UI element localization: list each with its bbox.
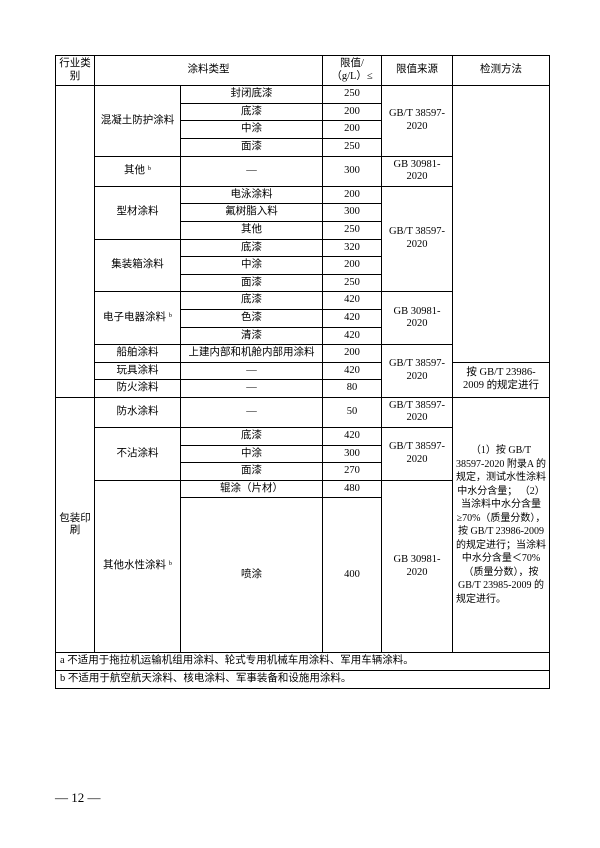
subtype: 中涂: [180, 257, 322, 275]
limit-value: 320: [323, 239, 382, 257]
limit-value: 420: [323, 327, 382, 345]
limit-value: 200: [323, 257, 382, 275]
subtype: 底漆: [180, 103, 322, 121]
subtype: 中涂: [180, 445, 322, 463]
limit-source: GB 30981-2020: [382, 480, 453, 653]
limit-value: 420: [323, 309, 382, 327]
subtype: 上建内部和机舱内部用涂料: [180, 345, 322, 363]
col-coating-type: 涂料类型: [95, 56, 323, 86]
limit-value: 50: [323, 397, 382, 427]
subtype: —: [180, 397, 322, 427]
subtype: 底漆: [180, 239, 322, 257]
limit-source: GB/T 38597-2020: [382, 428, 453, 481]
limit-value: 420: [323, 428, 382, 446]
page-number: — 12 —: [55, 790, 101, 806]
limit-value: 270: [323, 463, 382, 481]
limit-value: 250: [323, 274, 382, 292]
limit-source: GB/T 38597-2020: [382, 397, 453, 427]
subtype: 面漆: [180, 463, 322, 481]
subtype: 其他: [180, 221, 322, 239]
limit-source: GB/T 38597-2020: [382, 345, 453, 398]
limit-value: 250: [323, 221, 382, 239]
col-industry: 行业类别: [56, 56, 95, 86]
coating-group: 玩具涂料: [95, 362, 181, 380]
limit-value: 300: [323, 204, 382, 222]
subtype: 电泳涂料: [180, 186, 322, 204]
coating-group: 集装箱涂料: [95, 239, 181, 292]
limit-source: GB 30981-2020: [382, 292, 453, 345]
subtype: —: [180, 380, 322, 398]
subtype: —: [180, 156, 322, 186]
coating-group: 电子电器涂料 ᵇ: [95, 292, 181, 345]
limit-value: 250: [323, 138, 382, 156]
coating-group: 船舶涂料: [95, 345, 181, 363]
coating-group: 不沾涂料: [95, 428, 181, 481]
limit-value: 80: [323, 380, 382, 398]
subtype: 面漆: [180, 138, 322, 156]
limit-value: 300: [323, 156, 382, 186]
industry-cell: 包装印刷: [56, 397, 95, 653]
subtype: 底漆: [180, 292, 322, 310]
subtype: 清漆: [180, 327, 322, 345]
limit-value: 420: [323, 292, 382, 310]
limit-value: 200: [323, 186, 382, 204]
footnote-a: a 不适用于拖拉机运输机组用涂料、轮式专用机械车用涂料、军用车辆涂料。: [56, 653, 550, 671]
limit-value: 200: [323, 121, 382, 139]
coating-group: 混凝土防护涂料: [95, 86, 181, 156]
industry-cell: [56, 86, 95, 398]
limit-value: 200: [323, 345, 382, 363]
col-limit: 限值/（g/L）≤: [323, 56, 382, 86]
limit-value: 250: [323, 86, 382, 104]
standards-table: 行业类别 涂料类型 限值/（g/L）≤ 限值来源 检测方法 混凝土防护涂料 封闭…: [55, 55, 550, 689]
col-source: 限值来源: [382, 56, 453, 86]
limit-source: GB/T 38597-2020: [382, 86, 453, 156]
coating-group: 其他水性涂料 ᵇ: [95, 480, 181, 653]
coating-group: 型材涂料: [95, 186, 181, 239]
limit-value: 420: [323, 362, 382, 380]
subtype: 面漆: [180, 274, 322, 292]
coating-group: 防火涂料: [95, 380, 181, 398]
footnote-b: b 不适用于航空航天涂料、核电涂料、军事装备和设施用涂料。: [56, 671, 550, 689]
method-cell: [453, 86, 550, 363]
method-longnote: （1）按 GB/T 38597-2020 附录A 的规定，测试水性涂料中水分含量…: [453, 397, 550, 653]
limit-source: GB/T 38597-2020: [382, 186, 453, 292]
limit-value: 400: [323, 498, 382, 653]
coating-group: 其他 ᵇ: [95, 156, 181, 186]
method-cell: 按 GB/T 23986-2009 的规定进行: [453, 362, 550, 397]
subtype: 封闭底漆: [180, 86, 322, 104]
subtype: 喷涂: [180, 498, 322, 653]
subtype: 中涂: [180, 121, 322, 139]
subtype: 辊涂（片材）: [180, 480, 322, 498]
coating-group: 防水涂料: [95, 397, 181, 427]
limit-value: 480: [323, 480, 382, 498]
col-method: 检测方法: [453, 56, 550, 86]
limit-value: 200: [323, 103, 382, 121]
subtype: 色漆: [180, 309, 322, 327]
subtype: 氟树脂入料: [180, 204, 322, 222]
subtype: —: [180, 362, 322, 380]
limit-source: GB 30981-2020: [382, 156, 453, 186]
limit-value: 300: [323, 445, 382, 463]
subtype: 底漆: [180, 428, 322, 446]
